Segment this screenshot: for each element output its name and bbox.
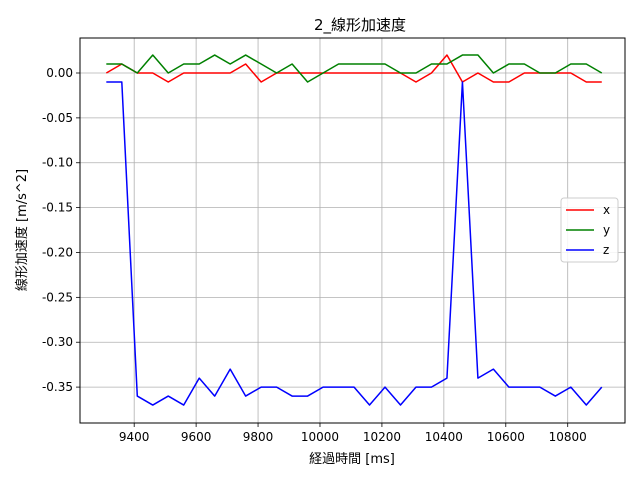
- series-group: [105, 54, 603, 406]
- x-tick-label: 10800: [549, 430, 587, 444]
- x-tick-label: 10600: [487, 430, 525, 444]
- y-tick-label: -0.15: [42, 201, 73, 215]
- x-axis-label: 経過時間 [ms]: [309, 452, 395, 467]
- x-tick-label: 10400: [425, 430, 463, 444]
- x-tick-label: 9800: [243, 430, 274, 444]
- y-tick-label: -0.30: [42, 335, 73, 349]
- y-tick-label: -0.20: [42, 245, 73, 259]
- grid: [80, 38, 625, 423]
- series-line-z: [106, 81, 603, 406]
- x-tick-label: 10200: [363, 430, 401, 444]
- y-tick-label: 0.00: [46, 66, 73, 80]
- legend: xyz: [560, 197, 619, 263]
- series-line-y: [106, 54, 603, 83]
- plot-frame: [79, 37, 626, 424]
- x-tick-label: 10000: [301, 430, 339, 444]
- ticks: 9400 9600 9800 10000 10200 10400 10600 10800 0.0…: [42, 66, 587, 444]
- y-tick-label: -0.25: [42, 290, 73, 304]
- y-tick-label: -0.10: [42, 156, 73, 170]
- legend-label-y: y: [603, 223, 610, 237]
- y-tick-label: -0.05: [42, 111, 73, 125]
- x-tick-label: 9600: [181, 430, 212, 444]
- legend-label-z: z: [603, 243, 609, 257]
- x-tick-label: 9400: [119, 430, 150, 444]
- chart-title: 2_線形加速度: [314, 16, 406, 35]
- series-line-x: [105, 54, 602, 83]
- y-tick-label: -0.35: [42, 380, 73, 394]
- y-axis-label: 線形加速度 [m/s^2]: [14, 169, 30, 291]
- legend-label-x: x: [603, 203, 610, 217]
